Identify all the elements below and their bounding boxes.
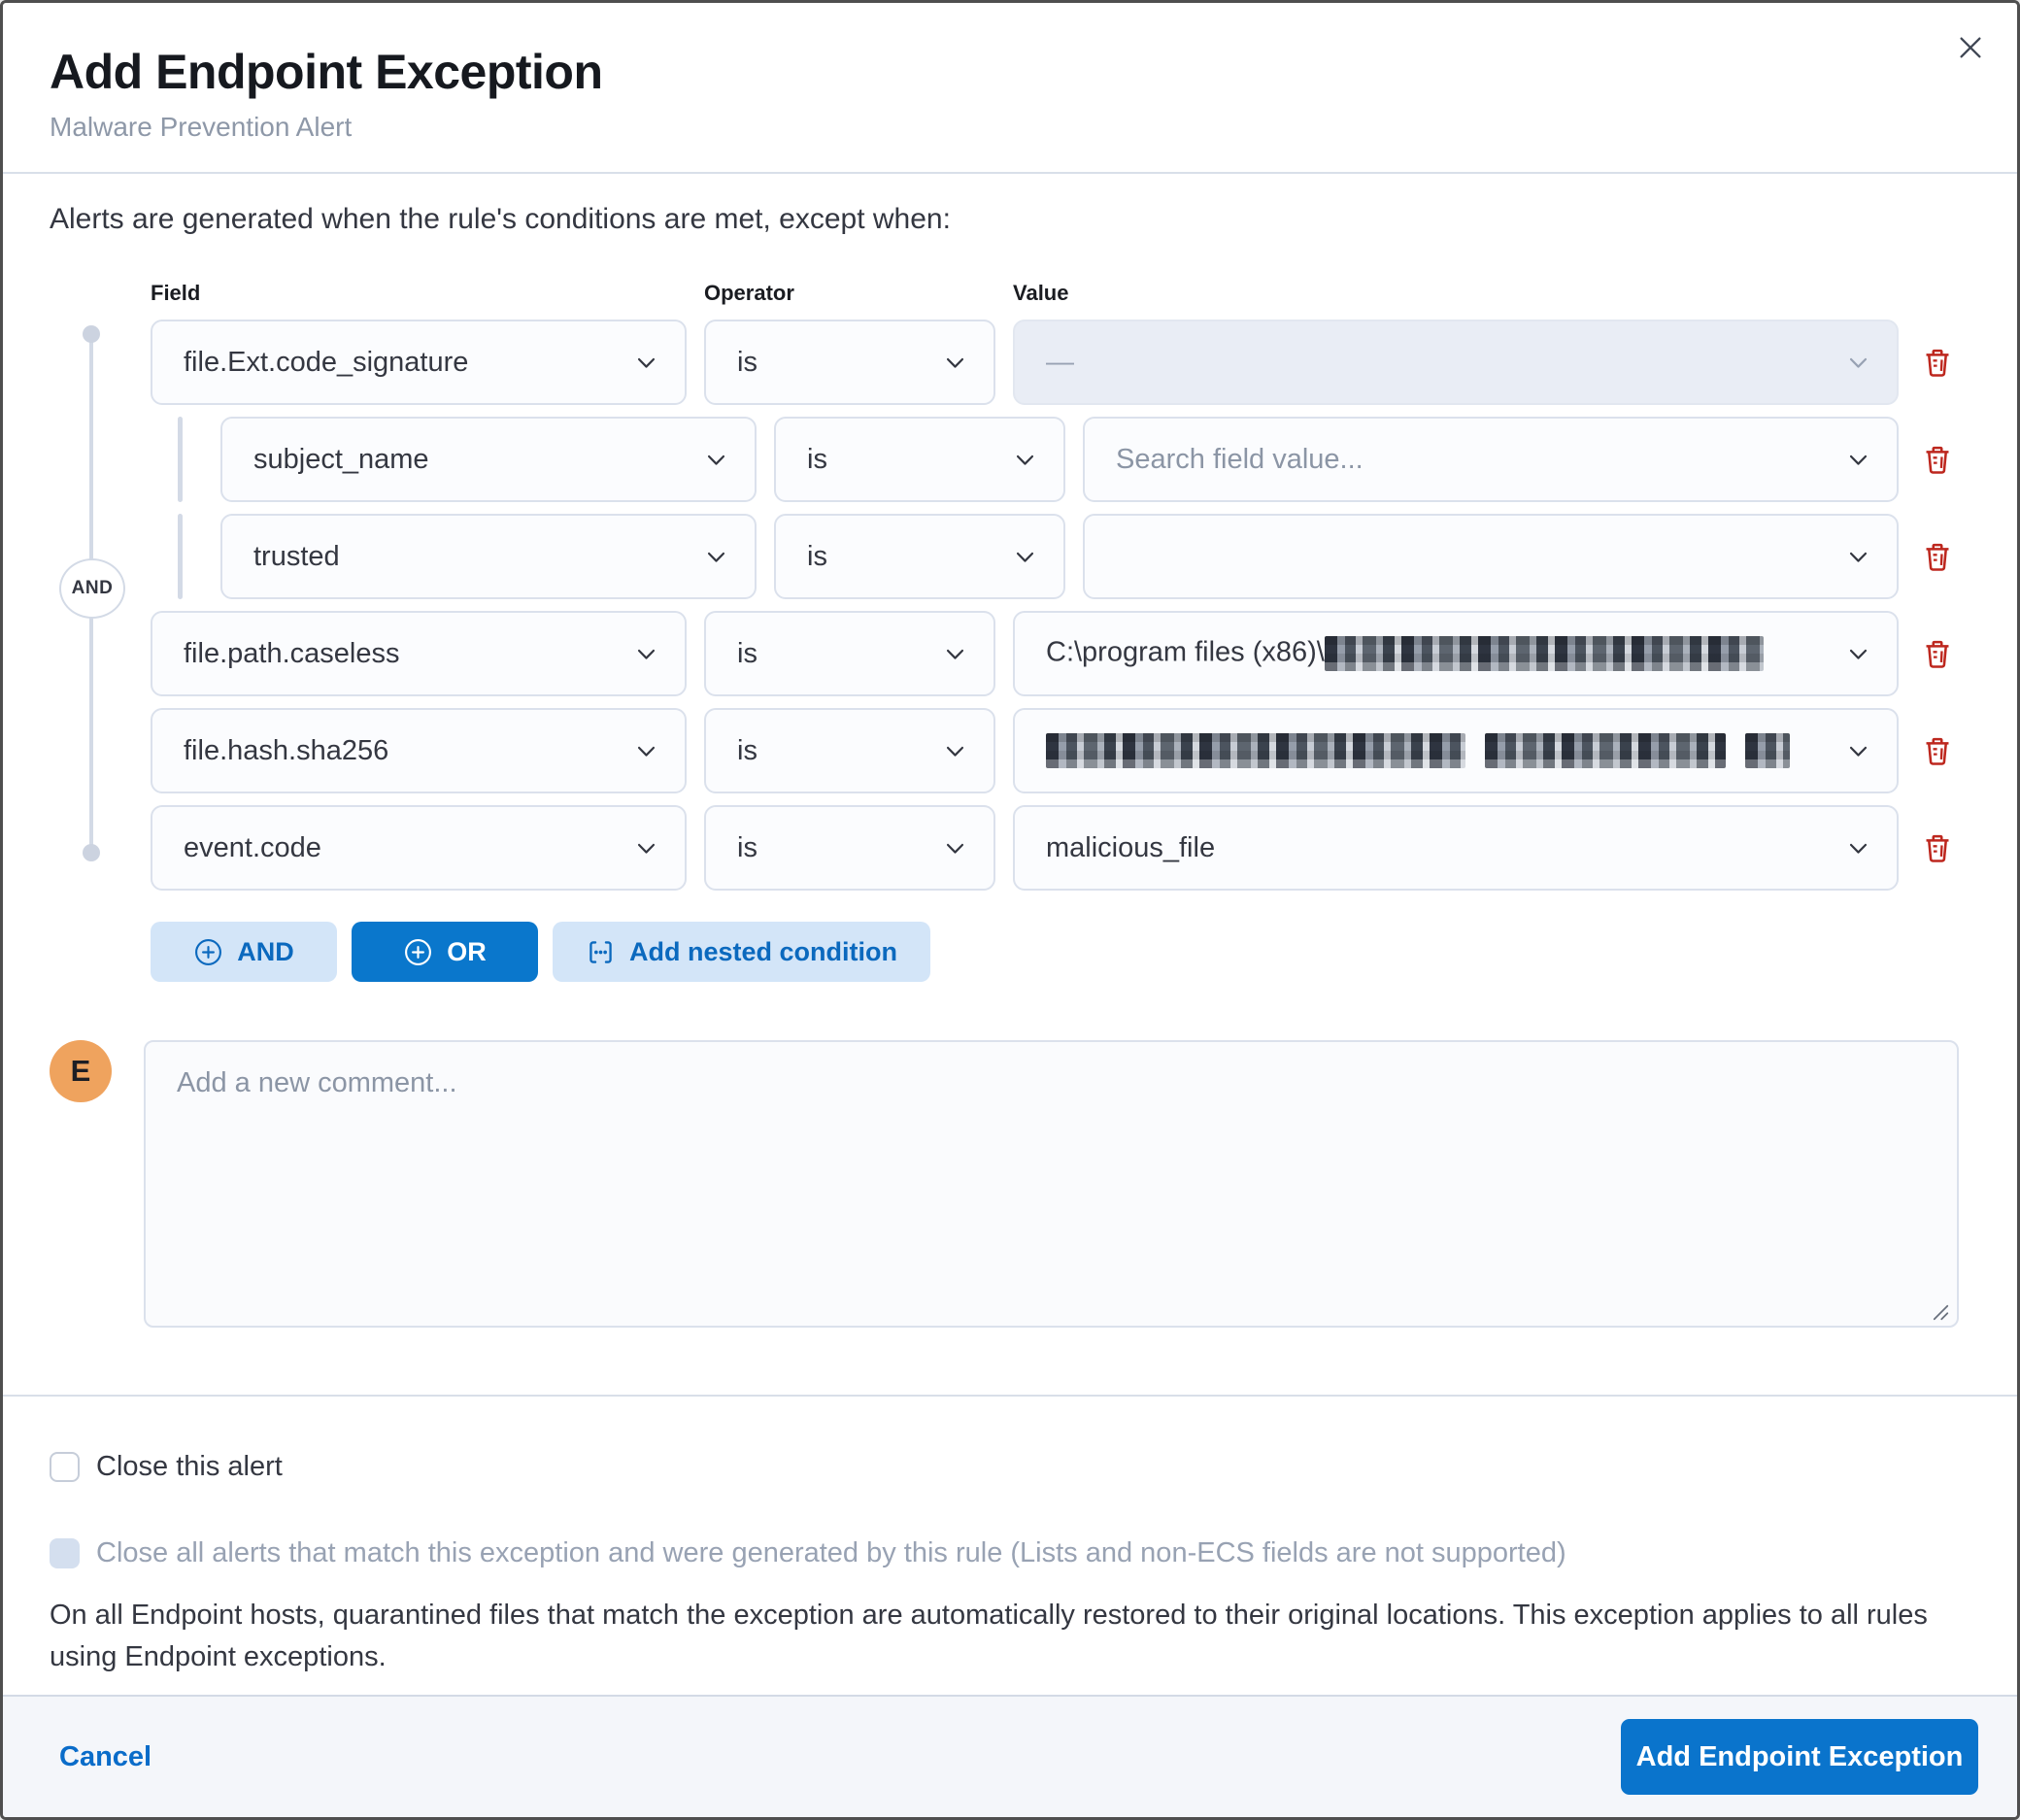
chevron-down-icon (1845, 641, 1871, 667)
trash-icon (1926, 543, 1949, 571)
chevron-down-icon (1012, 544, 1038, 570)
add-endpoint-exception-button[interactable]: Add Endpoint Exception (1621, 1719, 1978, 1795)
page-title: Add Endpoint Exception (50, 45, 603, 99)
chevron-down-icon (942, 835, 968, 861)
delete-condition-button[interactable] (1916, 611, 1959, 696)
chevron-down-icon (703, 447, 729, 473)
dialog-header: Add Endpoint Exception Malware Preventio… (3, 3, 2017, 172)
add-or-button[interactable]: OR (352, 922, 538, 982)
cancel-button[interactable]: Cancel (59, 1740, 152, 1772)
chevron-down-icon (942, 738, 968, 764)
delete-condition-button[interactable] (1916, 708, 1959, 793)
connector-line (89, 333, 93, 858)
condition-column-labels: Field Operator Value (151, 281, 1959, 306)
trash-icon (1926, 349, 1949, 377)
delete-condition-button[interactable] (1916, 514, 1959, 599)
add-and-label: AND (237, 936, 294, 966)
operator-select[interactable]: is (774, 417, 1065, 502)
section-divider (3, 1395, 2017, 1397)
field-select[interactable]: event.code (151, 805, 687, 891)
value-select[interactable]: C:\program files (x86)\ (1013, 611, 1899, 696)
exception-condition-row: file.hash.sha256 is (151, 708, 1959, 793)
delete-condition-button[interactable] (1916, 417, 1959, 502)
chevron-down-icon (942, 641, 968, 667)
operator-select[interactable]: is (704, 611, 995, 696)
add-and-button[interactable]: AND (151, 922, 337, 982)
exception-condition-row: file.Ext.code_signature is — (151, 320, 1959, 405)
add-nested-condition-button[interactable]: Add nested condition (553, 922, 930, 982)
redacted-value (1745, 733, 1790, 768)
user-avatar: E (50, 1040, 112, 1102)
close-all-alerts-label: Close all alerts that match this excepti… (96, 1537, 1566, 1568)
chevron-down-icon (1845, 738, 1871, 764)
field-select[interactable]: file.path.caseless (151, 611, 687, 696)
chevron-down-icon (1012, 447, 1038, 473)
dialog-footer: Cancel Add Endpoint Exception (3, 1695, 2017, 1817)
chevron-down-icon (703, 544, 729, 570)
operator-select[interactable]: is (704, 320, 995, 405)
operator-select[interactable]: is (774, 514, 1065, 599)
and-connector: AND (3, 320, 151, 902)
chevron-down-icon (633, 835, 659, 861)
exception-condition-row: trusted is (178, 514, 1959, 599)
redacted-value (1324, 636, 1764, 671)
nested-condition-icon (589, 940, 612, 963)
trash-icon (1926, 446, 1949, 474)
value-select: — (1013, 320, 1899, 405)
trash-icon (1926, 737, 1949, 765)
chevron-down-icon (1845, 835, 1871, 861)
chevron-down-icon (1845, 350, 1871, 376)
exception-condition-row: subject_name is Search field value... (178, 417, 1959, 502)
add-or-label: OR (447, 936, 487, 966)
close-all-alerts-checkbox (50, 1538, 80, 1568)
value-select[interactable] (1013, 708, 1899, 793)
connector-dot-top (83, 325, 100, 343)
operator-column-label: Operator (704, 281, 794, 305)
field-select[interactable]: file.hash.sha256 (151, 708, 687, 793)
operator-select[interactable]: is (704, 805, 995, 891)
delete-condition-button[interactable] (1916, 320, 1959, 405)
header-divider (3, 172, 2017, 174)
chevron-down-icon (633, 350, 659, 376)
connector-dot-bottom (83, 844, 100, 861)
redacted-value (1485, 733, 1726, 768)
exception-instruction: Alerts are generated when the rule's con… (50, 203, 951, 235)
field-select[interactable]: trusted (220, 514, 757, 599)
comment-input[interactable] (144, 1040, 1959, 1328)
field-select[interactable]: subject_name (220, 417, 757, 502)
trash-icon (1926, 834, 1949, 862)
chevron-down-icon (942, 350, 968, 376)
value-select[interactable] (1083, 514, 1899, 599)
trash-icon (1926, 640, 1949, 668)
field-column-label: Field (151, 281, 201, 305)
chevron-down-icon (1845, 447, 1871, 473)
value-column-label: Value (1013, 281, 1069, 305)
exception-condition-row: event.code is malicious_file (151, 805, 1959, 891)
field-select[interactable]: file.Ext.code_signature (151, 320, 687, 405)
delete-condition-button[interactable] (1916, 805, 1959, 891)
rule-name-subtitle: Malware Prevention Alert (50, 112, 353, 142)
close-this-alert-checkbox[interactable] (50, 1452, 80, 1482)
chevron-down-icon (1845, 544, 1871, 570)
chevron-down-icon (633, 641, 659, 667)
add-nested-condition-label: Add nested condition (629, 936, 897, 966)
endpoint-quarantine-note: On all Endpoint hosts, quarantined files… (50, 1600, 1928, 1672)
close-icon[interactable] (1949, 26, 1992, 69)
builder-buttons: AND OR Add nested condition (151, 922, 2017, 982)
chevron-down-icon (633, 738, 659, 764)
redacted-value (1046, 733, 1465, 768)
value-select[interactable]: malicious_file (1013, 805, 1899, 891)
operator-select[interactable]: is (704, 708, 995, 793)
exception-conditions-builder: AND file.Ext.code_signature is — su (3, 320, 2017, 902)
close-this-alert-label: Close this alert (96, 1451, 283, 1482)
and-badge: AND (59, 558, 125, 619)
comment-section: E (50, 1040, 1959, 1332)
value-select[interactable]: Search field value... (1083, 417, 1899, 502)
exception-condition-row: file.path.caseless is C:\program files (… (151, 611, 1959, 696)
alert-options: Close this alert Close all alerts that m… (3, 1397, 2017, 1678)
